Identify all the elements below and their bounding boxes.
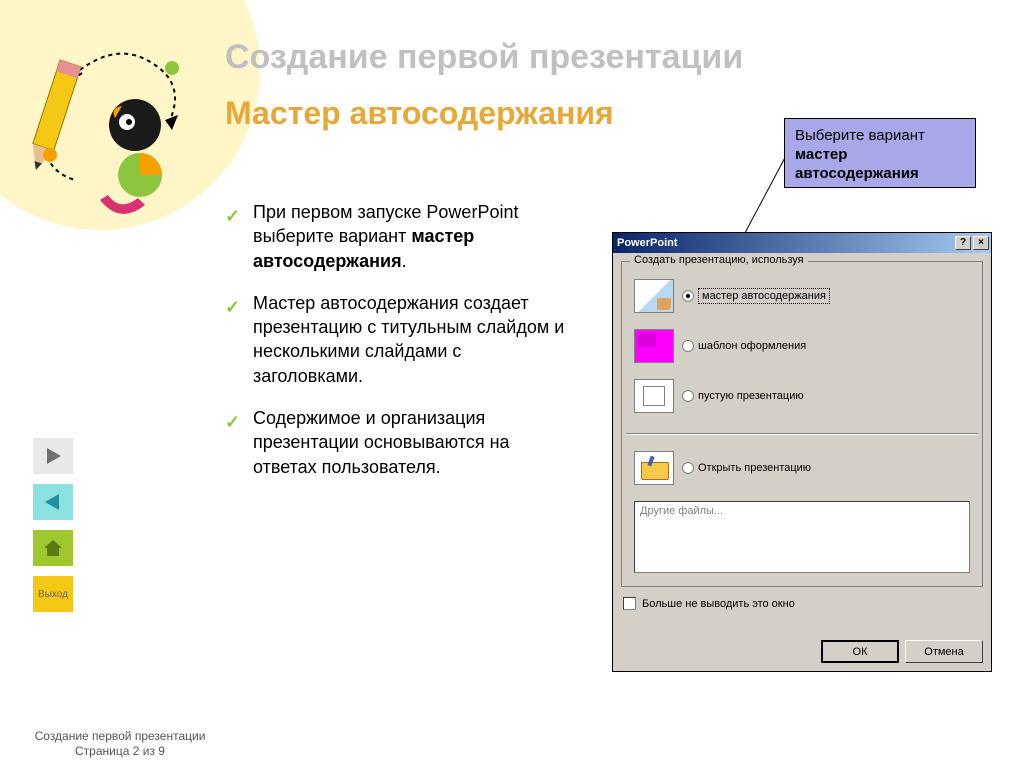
close-button[interactable]: × xyxy=(973,236,989,250)
page-title: Создание первой презентации xyxy=(225,38,743,77)
clipart-pencil-character xyxy=(30,40,190,230)
option-label-template: шаблон оформления xyxy=(698,340,806,352)
blank-icon xyxy=(634,379,674,413)
dialog-title-text: PowerPoint xyxy=(617,237,953,249)
page-subtitle: Мастер автосодержания xyxy=(225,95,614,132)
dialog-button-row: ОК Отмена xyxy=(821,640,983,663)
separator xyxy=(626,433,978,435)
bullet-text: При первом запуске PowerPoint выберите в… xyxy=(253,202,518,271)
help-button[interactable]: ? xyxy=(955,236,971,250)
check-icon: ✓ xyxy=(225,204,240,228)
bullet-item: ✓ Мастер автосодержания создает презента… xyxy=(225,291,575,388)
radio-wizard[interactable] xyxy=(682,290,694,302)
footer-title: Создание первой презентации xyxy=(10,729,230,743)
option-label-wizard: мастер автосодержания xyxy=(698,288,830,304)
bullet-item: ✓ Содержимое и организация презентации о… xyxy=(225,406,575,479)
callout-box: Выберите вариант мастер автосодержания xyxy=(784,118,976,188)
nav-back-button[interactable] xyxy=(33,484,73,520)
navigation-panel: Выход xyxy=(33,438,73,612)
footer-page: Страница 2 из 9 xyxy=(10,744,230,758)
recent-files-list[interactable]: Другие файлы... xyxy=(634,501,970,573)
option-row-wizard[interactable]: мастер автосодержания xyxy=(634,279,830,313)
nav-play-button[interactable] xyxy=(33,438,73,474)
option-label-open: Открыть презентацию xyxy=(698,462,811,474)
dont-show-label: Больше не выводить это окно xyxy=(642,598,795,610)
footer: Создание первой презентации Страница 2 и… xyxy=(10,729,230,758)
bullet-item: ✓ При первом запуске PowerPoint выберите… xyxy=(225,200,575,273)
option-label-blank: пустую презентацию xyxy=(698,390,804,402)
dont-show-again-row[interactable]: Больше не выводить это окно xyxy=(623,597,795,610)
nav-home-button[interactable] xyxy=(33,530,73,566)
nav-exit-button[interactable]: Выход xyxy=(33,576,73,612)
option-row-template[interactable]: шаблон оформления xyxy=(634,329,806,363)
template-icon xyxy=(634,329,674,363)
option-row-open[interactable]: Открыть презентацию xyxy=(634,451,811,485)
groupbox-label: Создать презентацию, используя xyxy=(630,254,808,266)
radio-template[interactable] xyxy=(682,340,694,352)
back-icon xyxy=(43,492,63,512)
bullet-list: ✓ При первом запуске PowerPoint выберите… xyxy=(225,200,575,497)
dialog-titlebar: PowerPoint ? × xyxy=(613,233,991,253)
radio-open[interactable] xyxy=(682,462,694,474)
dont-show-checkbox[interactable] xyxy=(623,597,636,610)
ok-button[interactable]: ОК xyxy=(821,640,899,663)
powerpoint-startup-dialog: PowerPoint ? × Создать презентацию, испо… xyxy=(612,232,992,672)
check-icon: ✓ xyxy=(225,410,240,434)
callout-text-2: мастер автосодержания xyxy=(795,146,919,182)
check-icon: ✓ xyxy=(225,295,240,319)
option-row-blank[interactable]: пустую презентацию xyxy=(634,379,804,413)
radio-blank[interactable] xyxy=(682,390,694,402)
cancel-button[interactable]: Отмена xyxy=(905,640,983,663)
callout-text-1: Выберите вариант xyxy=(795,127,925,144)
open-folder-icon xyxy=(634,451,674,485)
wizard-icon xyxy=(634,279,674,313)
bullet-text: Мастер автосодержания создает презентаци… xyxy=(253,293,564,386)
play-icon xyxy=(43,446,63,466)
bullet-text: Содержимое и организация презентации осн… xyxy=(253,408,510,477)
create-groupbox: Создать презентацию, используя мастер ав… xyxy=(621,261,983,587)
home-icon xyxy=(42,538,64,558)
